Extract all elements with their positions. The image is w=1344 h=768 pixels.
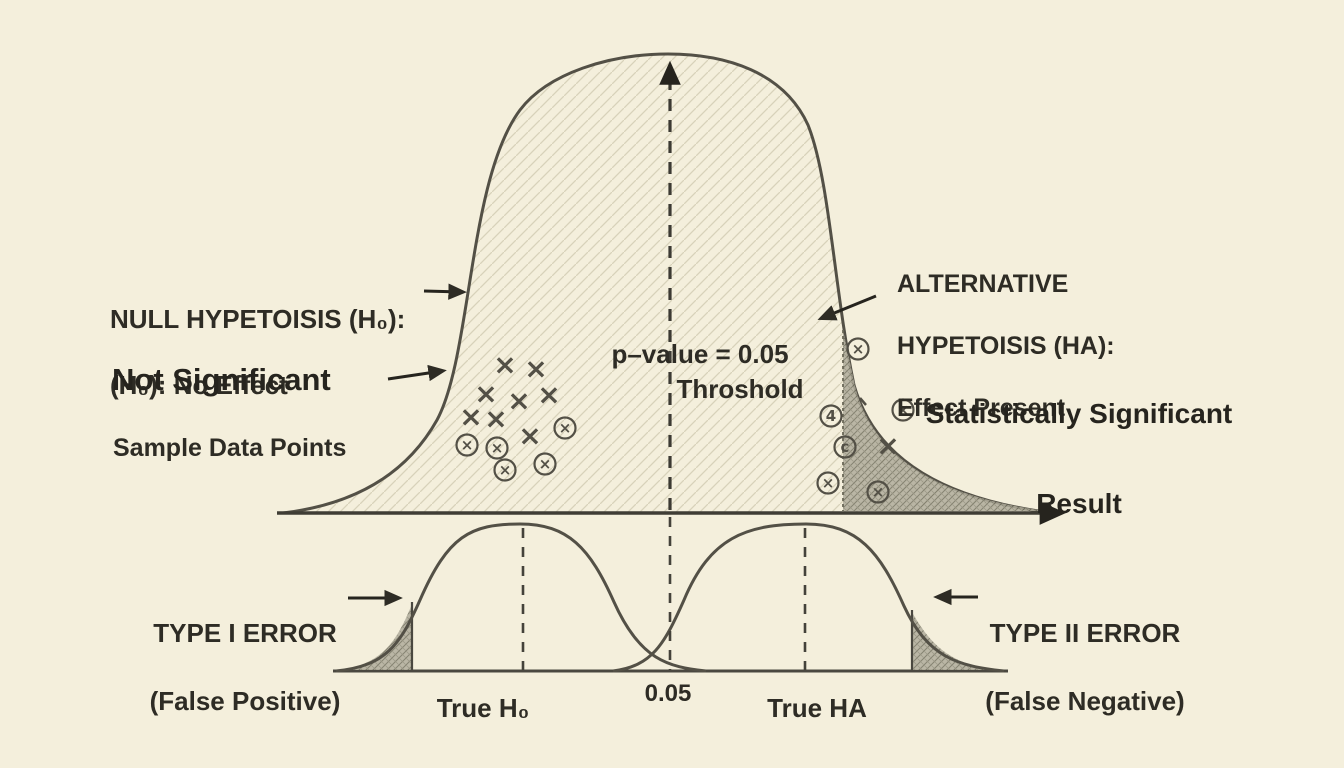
- sample-data-markers: × ×× × ×× ×× × × × × × × 4 × c ×: [455, 337, 915, 504]
- type1-error-label: TYPE I ERROR (False Positive): [120, 582, 370, 752]
- svg-text:c: c: [841, 438, 850, 456]
- x-mark: ×: [493, 348, 516, 381]
- alternative-hypothesis-label: ALTERNATIVE HYPETOISIS (HA): Effect Pres…: [897, 238, 1115, 455]
- circled-mark: ×: [553, 416, 577, 440]
- circled-mark: 4: [819, 404, 843, 428]
- sample-data-points-label: Sample Data Points: [113, 434, 347, 462]
- svg-text:×: ×: [822, 474, 835, 492]
- null-hypothesis-line1: NULL HYPETOISIS (H₀):: [110, 304, 406, 334]
- circled-mark: ×: [533, 452, 557, 476]
- null-hypothesis-label: NULL HYPETOISIS (H₀): (H₀): No Effect: [110, 270, 405, 435]
- x-mark: ×: [507, 384, 530, 417]
- not-significant-arrow: [387, 364, 447, 382]
- alternative-line3: Effect Present: [897, 394, 1066, 422]
- type1-error-line2: (False Positive): [149, 686, 341, 716]
- type2-error-line1: TYPE II ERROR: [989, 618, 1181, 648]
- x-mark: ×: [474, 377, 497, 410]
- true-h0-curve: [335, 522, 707, 673]
- main-bell-curve-figure: [277, 52, 1066, 525]
- type1-error-shade: [338, 604, 412, 670]
- circled-mark: ×: [846, 337, 870, 361]
- rejection-region-shade: [843, 330, 1046, 511]
- p-value-threshold-label: Throshold: [676, 374, 804, 404]
- svg-text:×: ×: [461, 436, 474, 454]
- x-mark: ×: [459, 400, 482, 433]
- true-h0-axis-label: True H₀: [436, 693, 530, 723]
- x-mark: ×: [537, 378, 560, 411]
- type2-error-line2: (False Negative): [985, 686, 1185, 716]
- svg-text:×: ×: [559, 419, 572, 437]
- true-ha-axis-label: True HA: [767, 693, 867, 723]
- true-ha-curve: [612, 522, 1005, 673]
- type1-error-line1: TYPE I ERROR: [153, 618, 337, 648]
- svg-text:×: ×: [852, 340, 865, 358]
- svg-text:×: ×: [491, 439, 504, 457]
- annotation-arrows: [348, 283, 978, 607]
- error-distributions-figure: [333, 517, 1008, 673]
- circled-mark: ×: [455, 433, 479, 457]
- circled-mark: ×: [866, 480, 890, 504]
- circled-mark: ×: [891, 398, 915, 422]
- circled-mark: ×: [485, 436, 509, 460]
- type2-error-label: TYPE II ERROR (False Negative): [960, 582, 1210, 752]
- p-value-label: p–value = 0.05: [611, 339, 789, 369]
- svg-text:×: ×: [897, 401, 910, 419]
- alternative-line2: HYPETOISIS (HA):: [897, 332, 1115, 360]
- threshold-value-axis-label: 0.05: [644, 680, 692, 707]
- svg-text:4: 4: [826, 407, 836, 425]
- statistically-significant-line1: Statistically Significant: [925, 398, 1233, 429]
- alternative-line1: ALTERNATIVE: [897, 270, 1069, 298]
- x-mark: ×: [484, 402, 507, 435]
- circled-mark: ×: [493, 458, 517, 482]
- x-mark: ×: [876, 429, 899, 462]
- x-mark: ×: [524, 352, 547, 385]
- svg-text:×: ×: [499, 461, 512, 479]
- statistically-significant-label: Statistically Significant Result: [898, 346, 1260, 571]
- svg-text:×: ×: [539, 455, 552, 473]
- circled-mark: ×: [816, 471, 840, 495]
- circled-mark: c: [833, 435, 857, 459]
- not-significant-label: Not Significant: [112, 362, 331, 397]
- x-mark: ×: [518, 419, 541, 452]
- svg-text:×: ×: [872, 483, 885, 501]
- null-hypothesis-line2: (H₀): No Effect: [110, 370, 288, 400]
- statistically-significant-line2: Result: [1036, 488, 1122, 519]
- null-hypothesis-arrow: [423, 283, 467, 300]
- alternative-hypothesis-arrow: [817, 294, 877, 321]
- type2-error-shade: [912, 612, 1000, 670]
- tick-mark: [859, 397, 867, 406]
